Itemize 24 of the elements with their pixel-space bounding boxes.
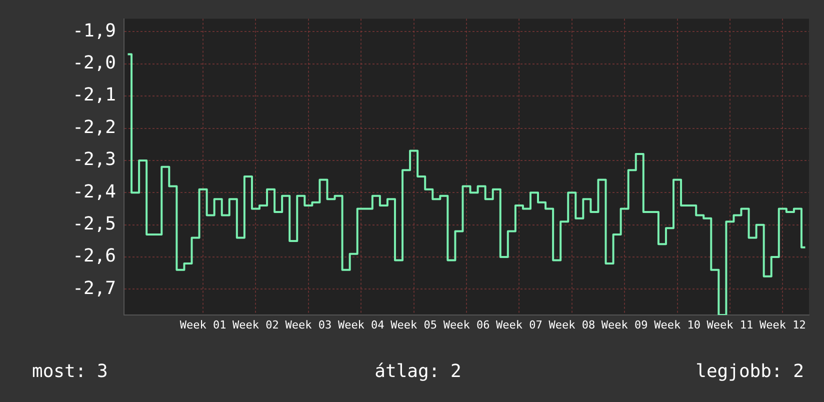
- y-tick-label: -2,4: [72, 181, 116, 202]
- x-tick-label: Week 10: [654, 318, 700, 332]
- x-tick-label: Week 06: [443, 318, 490, 332]
- x-tick-label: Week 11: [706, 318, 754, 332]
- x-tick-label: Week 02: [232, 318, 279, 332]
- x-tick-label: Week 09: [601, 318, 648, 332]
- y-tick-label: -2,1: [72, 84, 116, 106]
- x-tick-label: Week 08: [548, 318, 596, 332]
- y-tick-label: -1,9: [72, 20, 116, 42]
- text: átlag: 2: [374, 360, 462, 382]
- y-tick-label: -2,0: [72, 52, 116, 74]
- x-tick-label: Week 03: [285, 318, 332, 332]
- y-tick-label: -2,6: [72, 246, 116, 267]
- x-tick-label: Week 04: [338, 318, 385, 332]
- y-tick-label: -2,3: [72, 149, 116, 170]
- x-tick-label: Week 05: [390, 318, 437, 332]
- x-tick-label: Week 12: [759, 318, 806, 332]
- x-tick-label: Week 07: [496, 318, 542, 332]
- y-tick-label: -2,5: [72, 214, 116, 235]
- y-tick-label: -2,7: [72, 278, 116, 299]
- text: legjobb: 2: [696, 360, 804, 382]
- x-tick-label: Week 01: [180, 318, 226, 332]
- text: most: 3: [32, 360, 108, 382]
- y-tick-label: -2,2: [72, 116, 116, 138]
